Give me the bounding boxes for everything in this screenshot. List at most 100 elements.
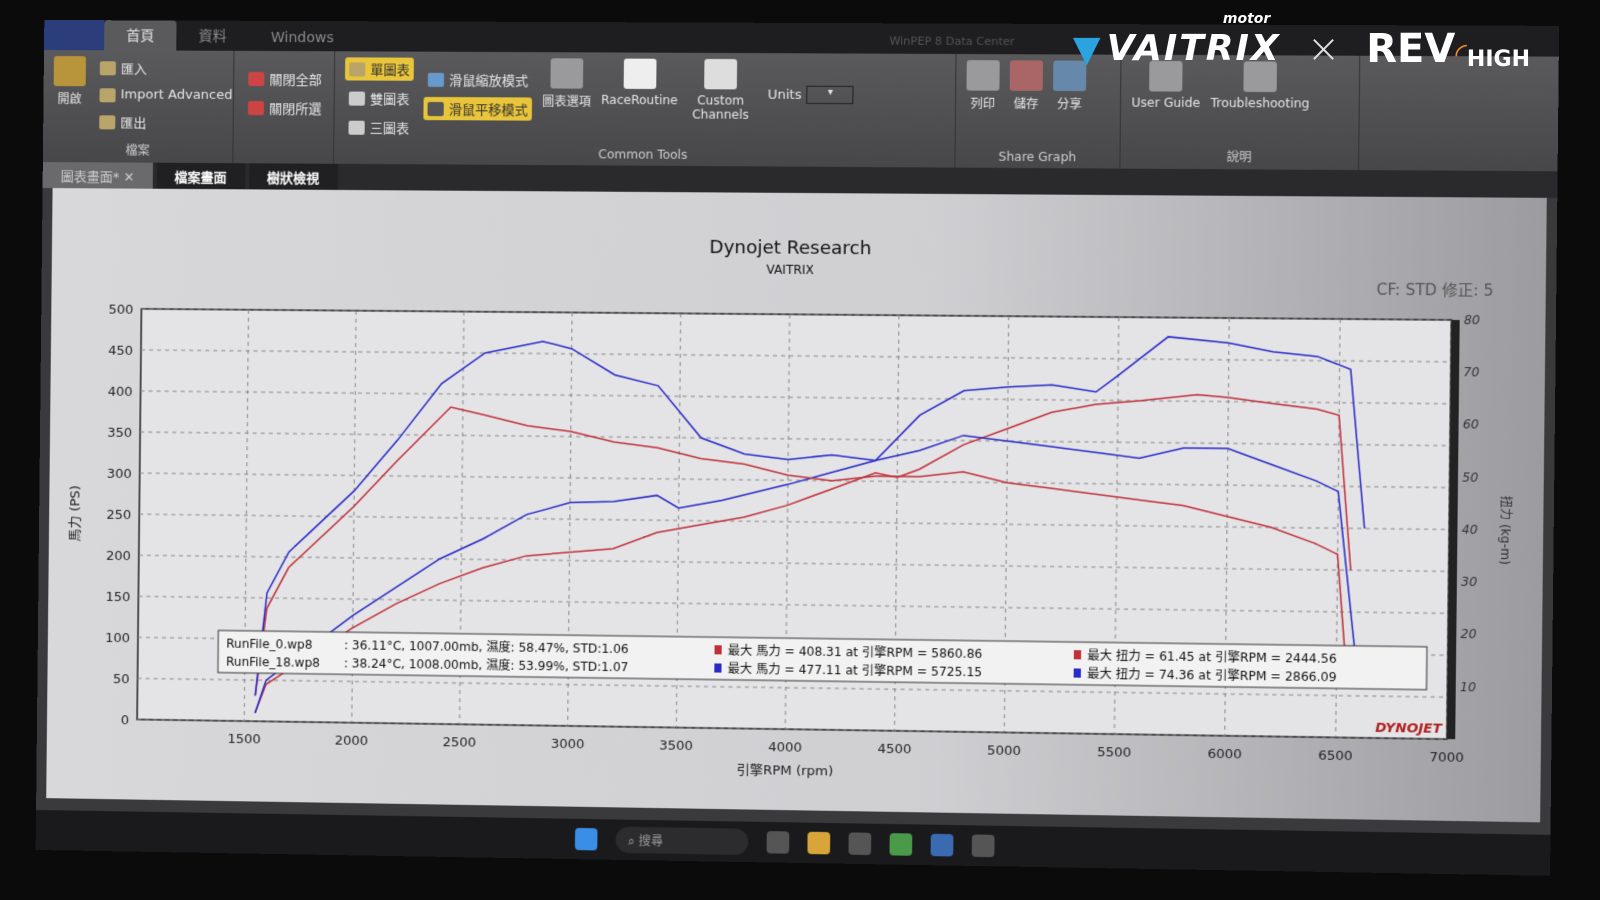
- chart-gear-icon: [550, 58, 584, 89]
- add-channel-icon: [704, 58, 738, 90]
- chart-options-button[interactable]: 圖表選項: [542, 58, 592, 159]
- chrome-icon[interactable]: [889, 833, 913, 856]
- pan-mode-button[interactable]: 滑鼠平移模式: [423, 96, 533, 121]
- plot-area: [137, 309, 1451, 739]
- legend-box: [218, 630, 1427, 689]
- print-button[interactable]: 列印: [966, 60, 1000, 162]
- legend-swatch: [714, 663, 722, 673]
- tab-tree-view[interactable]: 樹狀檢視: [248, 163, 338, 190]
- tachometer-arc-icon: ◜: [1455, 37, 1467, 72]
- revhigh-logo: REV ◜ HIGH: [1366, 26, 1530, 72]
- file-group: 開啟 匯入 Import Advanced 匯出 檔案: [42, 49, 237, 164]
- legend-file: RunFile_0.wp8: [226, 637, 312, 652]
- close-all-button[interactable]: 關閉全部: [244, 67, 326, 90]
- csv-export-icon: [99, 114, 116, 129]
- y-tick-label: 150: [105, 590, 130, 605]
- y2-tick-label: 40: [1462, 523, 1478, 538]
- chart-icon: [348, 120, 365, 135]
- chart-icon: [349, 61, 366, 77]
- tab-chart-view[interactable]: 圖表畫面* ✕: [42, 162, 153, 189]
- help-group: User Guide Troubleshooting 說明: [1120, 54, 1361, 171]
- folder-icon: [53, 56, 86, 87]
- close-icon[interactable]: ✕: [123, 170, 135, 186]
- collab-x: ×: [1306, 26, 1341, 72]
- y2-tick-label: 20: [1460, 627, 1476, 642]
- common-tools-label: Common Tools: [598, 147, 688, 162]
- close-selected-icon: [247, 100, 265, 115]
- taskbar-search[interactable]: ⌕ 搜尋: [615, 826, 749, 856]
- y2-tick-label: 70: [1463, 365, 1479, 379]
- vaitrix-shield-icon: ▼: [1072, 28, 1101, 70]
- x-tick-label: 4000: [768, 740, 802, 756]
- y-tick-label: 100: [105, 631, 130, 646]
- windows-start-icon[interactable]: [574, 827, 598, 851]
- tab-windows[interactable]: Windows: [270, 29, 334, 47]
- chart-title: Dynojet Research: [709, 237, 871, 259]
- x-tick-label: 2500: [443, 735, 477, 751]
- race-routine-button[interactable]: RaceRoutine: [601, 58, 679, 159]
- taskbar: ⌕ 搜尋: [35, 809, 1551, 876]
- hand-icon: [427, 101, 444, 116]
- close-selected-button[interactable]: 關閉所選: [244, 96, 326, 120]
- tab-file-view[interactable]: 檔案畫面: [156, 162, 245, 190]
- import-advanced-button[interactable]: Import Advanced: [95, 85, 236, 105]
- units-select[interactable]: Units ▾: [763, 83, 858, 106]
- camera-icon[interactable]: [848, 832, 872, 856]
- x-tick-label: 2000: [335, 733, 369, 749]
- triple-chart-button[interactable]: 三圖表: [344, 116, 413, 140]
- taskbar-app-icon[interactable]: [766, 831, 790, 854]
- x-axis-label: 引擎RPM (rpm): [736, 763, 833, 780]
- y2-tick-label: 80: [1464, 313, 1480, 327]
- x-tick-label: 6000: [1207, 747, 1241, 763]
- file-group-label: 檔案: [125, 143, 150, 158]
- monitor-screen: 首頁 資料 Windows WinPEP 8 Data Center 開啟 匯入…: [35, 19, 1560, 876]
- checkered-flag-icon: [623, 58, 657, 90]
- tab-home[interactable]: 首頁: [104, 20, 177, 51]
- vaitrix-logo: ▼ VAITRIX motor: [1072, 10, 1281, 70]
- close-all-icon: [248, 71, 265, 86]
- legend-file: RunFile_18.wp8: [226, 655, 320, 670]
- brand-logos: ▼ VAITRIX motor × REV ◜ HIGH: [1072, 10, 1530, 73]
- y-tick-label: 50: [113, 672, 130, 687]
- legend-max-torque: 最大 扭力 = 61.45 at 引擎RPM = 2444.56: [1087, 647, 1337, 666]
- legend-conditions: : 38.24°C, 1008.00mb, 濕度: 53.99%, STD:1.…: [344, 655, 629, 674]
- single-chart-button[interactable]: 單圖表: [344, 57, 414, 81]
- legend-conditions: : 36.11°C, 1007.00mb, 濕度: 58.47%, STD:1.…: [344, 637, 629, 656]
- app-menu-button[interactable]: [44, 19, 105, 51]
- chevron-down-icon: ▾: [806, 85, 855, 105]
- save-button[interactable]: 儲存: [1009, 60, 1044, 162]
- taskbar-app-icon[interactable]: [971, 834, 995, 858]
- legend-max-torque: 最大 扭力 = 74.36 at 引擎RPM = 2866.09: [1087, 666, 1337, 685]
- export-button[interactable]: 匯出: [95, 110, 236, 134]
- mail-icon[interactable]: [930, 833, 954, 857]
- y-tick-label: 300: [107, 467, 132, 482]
- y2-tick-label: 60: [1463, 418, 1479, 432]
- x-tick-label: 1500: [227, 732, 260, 748]
- x-tick-label: 5500: [1097, 745, 1131, 761]
- custom-channels-button[interactable]: Custom Channels: [687, 58, 753, 160]
- y-tick-label: 250: [106, 508, 131, 523]
- tab-data[interactable]: 資料: [198, 28, 227, 45]
- y2-tick-label: 10: [1460, 680, 1476, 695]
- correction-factor: CF: STD 修正: 5: [1376, 280, 1493, 299]
- save-icon: [1009, 60, 1044, 91]
- magnifier-icon: [427, 72, 445, 87]
- y2-tick-label: 50: [1462, 470, 1478, 484]
- printer-icon: [966, 60, 1000, 91]
- y-tick-label: 200: [106, 549, 131, 564]
- legend-max-hp: 最大 馬力 = 477.11 at 引擎RPM = 5725.15: [728, 661, 983, 680]
- x-tick-label: 5000: [987, 743, 1021, 759]
- double-chart-button[interactable]: 雙圖表: [345, 86, 414, 109]
- legend-swatch: [1073, 650, 1082, 660]
- import-button[interactable]: 匯入: [96, 56, 237, 80]
- y2-tick-label: 30: [1461, 575, 1477, 590]
- dyno-chart[interactable]: 1500 2000 2500 3000 3500 4000 4500 5000 5500 6000…: [46, 188, 1547, 822]
- zoom-mode-button[interactable]: 滑鼠縮放模式: [424, 68, 533, 92]
- y-tick-label: 450: [108, 344, 133, 359]
- x-tick-label: 6500: [1318, 748, 1353, 764]
- share-button[interactable]: 分享: [1052, 60, 1087, 163]
- csv-icon: [99, 87, 116, 102]
- legend-max-hp: 最大 馬力 = 408.31 at 引擎RPM = 5860.86: [728, 642, 983, 661]
- folder-icon[interactable]: [807, 831, 831, 855]
- x-tick-label: 3000: [551, 737, 585, 753]
